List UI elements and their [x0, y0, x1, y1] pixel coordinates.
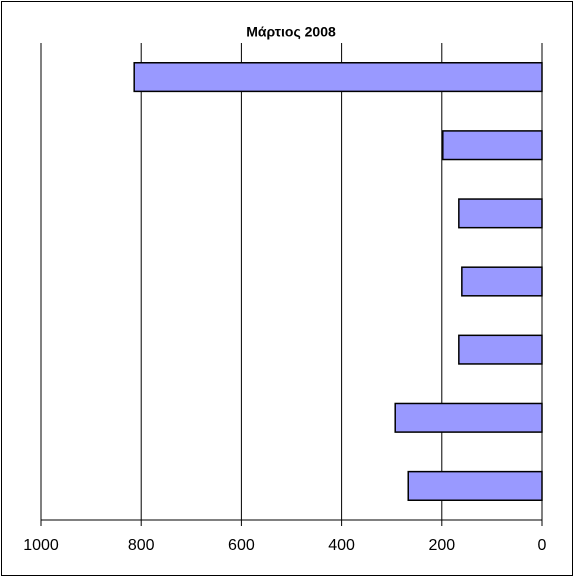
x-tick-label: 200 — [428, 537, 455, 554]
x-tick-label: 0 — [538, 537, 547, 554]
bar — [394, 402, 543, 433]
bar — [458, 334, 543, 365]
bar — [461, 266, 543, 297]
bar — [458, 198, 543, 229]
x-tick-label: 400 — [328, 537, 355, 554]
bar — [133, 62, 543, 93]
chart-title: Μάρτιος 2008 — [246, 24, 336, 40]
x-tick-label: 1000 — [23, 537, 59, 554]
x-tick-label: 800 — [128, 537, 155, 554]
bar — [407, 470, 543, 501]
bar — [442, 130, 543, 161]
x-tick-label: 600 — [228, 537, 255, 554]
